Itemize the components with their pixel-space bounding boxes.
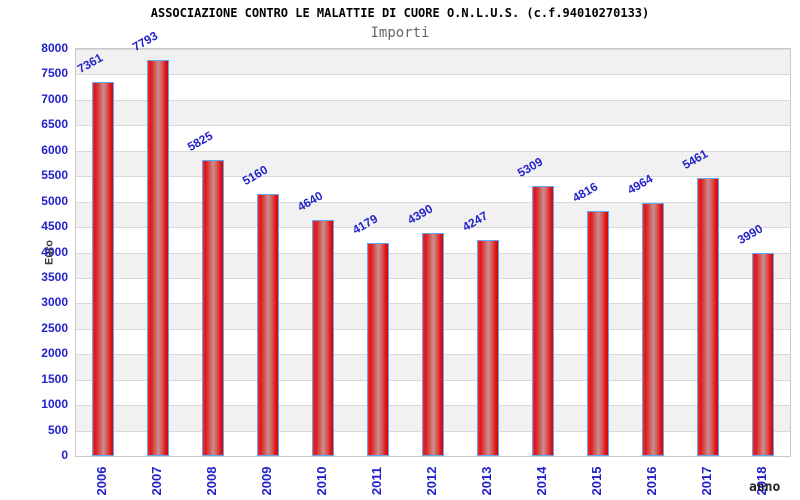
y-tick-label: 8000 bbox=[41, 41, 68, 55]
grid-band bbox=[76, 49, 790, 75]
grid-band bbox=[76, 74, 790, 99]
y-tick-label: 2000 bbox=[41, 346, 68, 361]
y-tick-label: 2500 bbox=[41, 320, 68, 335]
bar-2008 bbox=[202, 159, 225, 456]
grid-band bbox=[76, 150, 790, 177]
x-tick-label: 2016 bbox=[643, 466, 659, 496]
bar-2018 bbox=[751, 253, 774, 456]
y-tick-label: 0 bbox=[61, 448, 68, 462]
y-tick-label: 7000 bbox=[41, 91, 68, 106]
bar-2012 bbox=[422, 232, 444, 456]
x-tick-label: 2012 bbox=[424, 466, 439, 496]
y-tick-label: 6000 bbox=[41, 142, 68, 157]
x-tick-label: 2017 bbox=[698, 466, 714, 496]
y-tick-label: 1000 bbox=[41, 397, 68, 412]
x-tick-label: 2006 bbox=[94, 466, 110, 496]
grid-band bbox=[76, 99, 790, 126]
y-tick-label: 3000 bbox=[41, 295, 68, 310]
grid-band bbox=[76, 125, 790, 150]
y-tick-label: 7500 bbox=[41, 66, 68, 81]
bar-2006 bbox=[92, 81, 115, 456]
x-tick-label: 2008 bbox=[204, 466, 220, 496]
grid-band bbox=[76, 201, 790, 228]
x-tick-label: 2011 bbox=[369, 466, 385, 496]
grid-band bbox=[76, 227, 790, 252]
y-tick-label: 5500 bbox=[41, 168, 68, 183]
y-tick-label: 500 bbox=[47, 422, 68, 437]
y-tick-label: 4000 bbox=[41, 244, 68, 259]
x-tick-label: 2010 bbox=[314, 466, 330, 496]
bar-2013 bbox=[476, 239, 499, 456]
x-tick-label: 2009 bbox=[259, 466, 275, 496]
y-tick-label: 5000 bbox=[41, 193, 68, 208]
bar-2015 bbox=[586, 211, 609, 456]
bar-2014 bbox=[531, 185, 554, 456]
chart-subtitle: Importi bbox=[370, 25, 430, 41]
bar-2010 bbox=[312, 219, 335, 456]
x-tick-label: 2015 bbox=[588, 466, 604, 496]
y-tick-label: 1500 bbox=[41, 371, 68, 386]
bar-2009 bbox=[257, 193, 280, 456]
grid-band bbox=[76, 176, 790, 201]
bar-2016 bbox=[641, 203, 664, 456]
y-tick-label: 4500 bbox=[41, 219, 68, 234]
bar-2011 bbox=[367, 243, 390, 456]
y-axis-title: Euro bbox=[43, 239, 56, 266]
y-tick-label: 3500 bbox=[41, 269, 68, 284]
chart-title: ASSOCIAZIONE CONTRO LE MALATTIE DI CUORE… bbox=[150, 6, 650, 20]
x-tick-label: 2007 bbox=[149, 466, 165, 496]
plot-area: 7361 7793 5825 5160 4640 4179 4390 4247 5309 4816… bbox=[75, 28, 791, 457]
bar-2007 bbox=[147, 59, 170, 456]
x-axis-title: anno bbox=[749, 480, 781, 495]
y-tick-label: 6500 bbox=[41, 117, 68, 132]
bar-2017 bbox=[696, 178, 719, 456]
x-tick-label: 2013 bbox=[478, 466, 494, 496]
x-tick-label: 2014 bbox=[533, 466, 549, 496]
